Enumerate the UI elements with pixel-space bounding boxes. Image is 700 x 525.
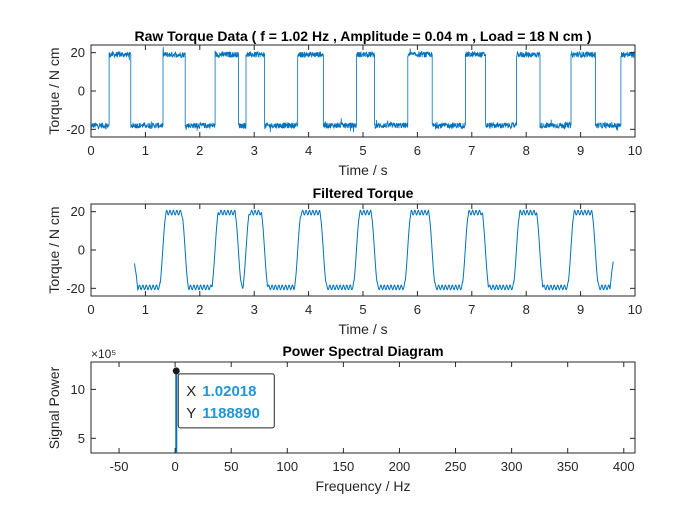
raw-x-ticks: 0 1 2 3 4 5 6 7 8 9 10 <box>87 45 642 158</box>
x-tick-label: 7 <box>468 302 475 317</box>
x-tick-label: 4 <box>305 143 312 158</box>
x-tick-label: 1 <box>142 143 149 158</box>
datatip-x-value: 1.02018 <box>202 383 256 400</box>
datatip-x-key: X <box>186 383 196 400</box>
x-tick-label: 250 <box>445 459 467 474</box>
y-tick-label: -20 <box>66 122 85 137</box>
datatip-y-key: Y <box>186 405 196 422</box>
x-tick-label: 3 <box>251 143 258 158</box>
x-tick-label: 10 <box>628 143 642 158</box>
filtered-plot-area <box>90 203 636 297</box>
psd-y-ticks: 5 10 <box>71 382 635 446</box>
x-tick-label: 6 <box>414 302 421 317</box>
x-tick-label: 0 <box>87 143 94 158</box>
psd-axes: -50 0 50 100 150 200 250 300 350 400 5 10 Power Sp… <box>46 343 636 494</box>
psd-y-exponent: ×10⁵ <box>91 347 116 361</box>
x-tick-label: 10 <box>628 302 642 317</box>
x-tick-label: 200 <box>389 459 411 474</box>
x-tick-label: 300 <box>501 459 523 474</box>
x-tick-label: 5 <box>359 143 366 158</box>
x-tick-label: 9 <box>577 143 584 158</box>
x-tick-label: 50 <box>224 459 238 474</box>
filtered-torque-series <box>134 209 614 292</box>
y-tick-label: 20 <box>71 204 85 219</box>
raw-y-axis-label: Torque / N cm <box>46 47 62 134</box>
filtered-x-ticks: 0 1 2 3 4 5 6 7 8 9 10 <box>87 204 642 317</box>
raw-y-ticks: -20 0 20 <box>66 45 635 137</box>
y-tick-label: 20 <box>71 45 85 60</box>
x-tick-label: 3 <box>251 302 258 317</box>
x-tick-label: 8 <box>523 143 530 158</box>
x-tick-label: 100 <box>276 459 298 474</box>
raw-plot-area <box>90 44 636 138</box>
x-tick-label: 0 <box>87 302 94 317</box>
x-tick-label: 7 <box>468 143 475 158</box>
x-tick-label: 150 <box>333 459 355 474</box>
x-tick-label: 8 <box>523 302 530 317</box>
y-tick-label: 5 <box>78 431 85 446</box>
x-tick-label: 0 <box>172 459 179 474</box>
x-tick-label: 6 <box>414 143 421 158</box>
filtered-y-ticks: -20 0 20 <box>66 204 635 296</box>
filtered-x-axis-label: Time / s <box>338 321 387 337</box>
x-tick-label: 400 <box>613 459 635 474</box>
x-tick-label: 1 <box>142 302 149 317</box>
x-tick-label: 9 <box>577 302 584 317</box>
x-tick-label: -50 <box>110 459 129 474</box>
psd-plot-area <box>90 361 636 454</box>
y-tick-label: -20 <box>66 281 85 296</box>
raw-torque-series <box>90 46 636 133</box>
x-tick-label: 2 <box>196 302 203 317</box>
psd-chart-title: Power Spectral Diagram <box>282 343 443 359</box>
y-tick-label: 0 <box>78 243 85 258</box>
filtered-y-axis-label: Torque / N cm <box>46 206 62 293</box>
psd-x-axis-label: Frequency / Hz <box>316 478 411 494</box>
datatip-box[interactable] <box>177 373 275 429</box>
x-tick-label: 350 <box>557 459 579 474</box>
raw-x-axis-label: Time / s <box>338 162 387 178</box>
filtered-torque-line <box>134 209 614 292</box>
raw-chart-title: Raw Torque Data ( f = 1.02 Hz , Amplitud… <box>134 28 591 44</box>
y-tick-label: 0 <box>78 84 85 99</box>
y-tick-label: 10 <box>71 382 85 397</box>
x-tick-label: 4 <box>305 302 312 317</box>
filtered-chart-title: Filtered Torque <box>313 185 414 201</box>
raw-torque-line <box>90 46 636 133</box>
psd-x-ticks: -50 0 50 100 150 200 250 300 350 400 <box>110 362 635 474</box>
datatip-marker[interactable] <box>172 367 180 375</box>
datatip-y-value: 1188890 <box>202 405 260 422</box>
psd-y-axis-label: Signal Power <box>46 366 62 449</box>
x-tick-label: 2 <box>196 143 203 158</box>
peak-datatip[interactable]: X 1.02018 Y 1188890 <box>172 367 275 429</box>
x-tick-label: 5 <box>359 302 366 317</box>
